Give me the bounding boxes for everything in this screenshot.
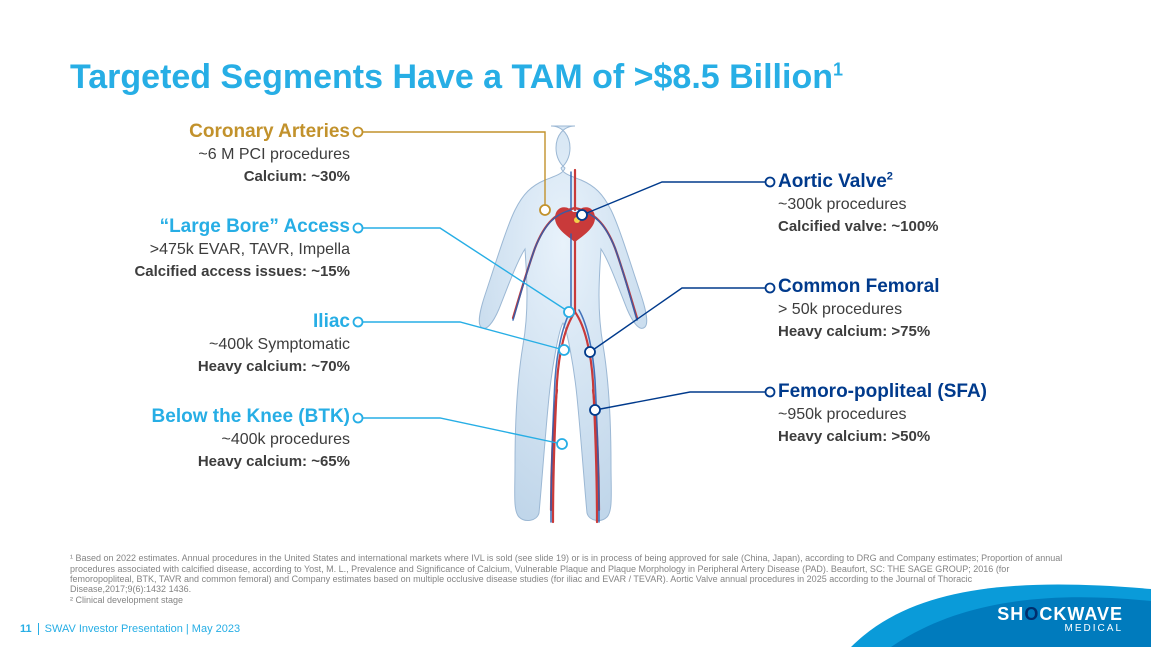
footer: 11 SWAV Investor Presentation | May 2023 (20, 623, 240, 635)
callout-title: Iliac (50, 310, 350, 334)
callout-sub1: > 50k procedures (778, 299, 1078, 321)
callout-sub1: >475k EVAR, TAVR, Impella (50, 239, 350, 261)
callout-coronary: Coronary Arteries~6 M PCI proceduresCalc… (50, 120, 350, 189)
callout-sub2: Heavy calcium: >50% (778, 426, 1098, 449)
callout-sub2: Heavy calcium: >75% (778, 321, 1078, 344)
callout-sub2: Calcium: ~30% (50, 166, 350, 189)
callout-aortic: Aortic Valve2~300k proceduresCalcified v… (778, 170, 1078, 239)
callout-sub1: ~400k procedures (50, 429, 350, 451)
callout-btk: Below the Knee (BTK)~400k proceduresHeav… (50, 405, 350, 474)
callout-title: Common Femoral (778, 275, 1078, 299)
callout-sub1: ~6 M PCI procedures (50, 144, 350, 166)
callout-sub1: ~300k procedures (778, 194, 1078, 216)
callout-sub2: Heavy calcium: ~70% (50, 356, 350, 379)
callout-sub2: Calcified access issues: ~15% (50, 261, 350, 284)
callout-sub2: Calcified valve: ~100% (778, 216, 1078, 239)
callout-sub1: ~400k Symptomatic (50, 334, 350, 356)
anatomy-figure (455, 120, 695, 550)
callout-title: Coronary Arteries (50, 120, 350, 144)
callout-iliac: Iliac~400k SymptomaticHeavy calcium: ~70… (50, 310, 350, 379)
callout-sub2: Heavy calcium: ~65% (50, 451, 350, 474)
slide-title: Targeted Segments Have a TAM of >$8.5 Bi… (70, 58, 843, 97)
callout-title: “Large Bore” Access (50, 215, 350, 239)
callout-common-femoral: Common Femoral> 50k proceduresHeavy calc… (778, 275, 1078, 344)
callout-title: Below the Knee (BTK) (50, 405, 350, 429)
callout-sfa: Femoro-popliteal (SFA)~950k proceduresHe… (778, 380, 1098, 449)
callout-title: Aortic Valve2 (778, 170, 1078, 194)
callout-sub1: ~950k procedures (778, 404, 1098, 426)
logo: SHOCKWAVEMEDICAL (997, 606, 1123, 633)
footer-text: SWAV Investor Presentation | May 2023 (45, 623, 240, 635)
callout-large-bore: “Large Bore” Access>475k EVAR, TAVR, Imp… (50, 215, 350, 284)
page-number: 11 (20, 623, 39, 635)
slide: Targeted Segments Have a TAM of >$8.5 Bi… (0, 0, 1151, 647)
callout-title: Femoro-popliteal (SFA) (778, 380, 1098, 404)
